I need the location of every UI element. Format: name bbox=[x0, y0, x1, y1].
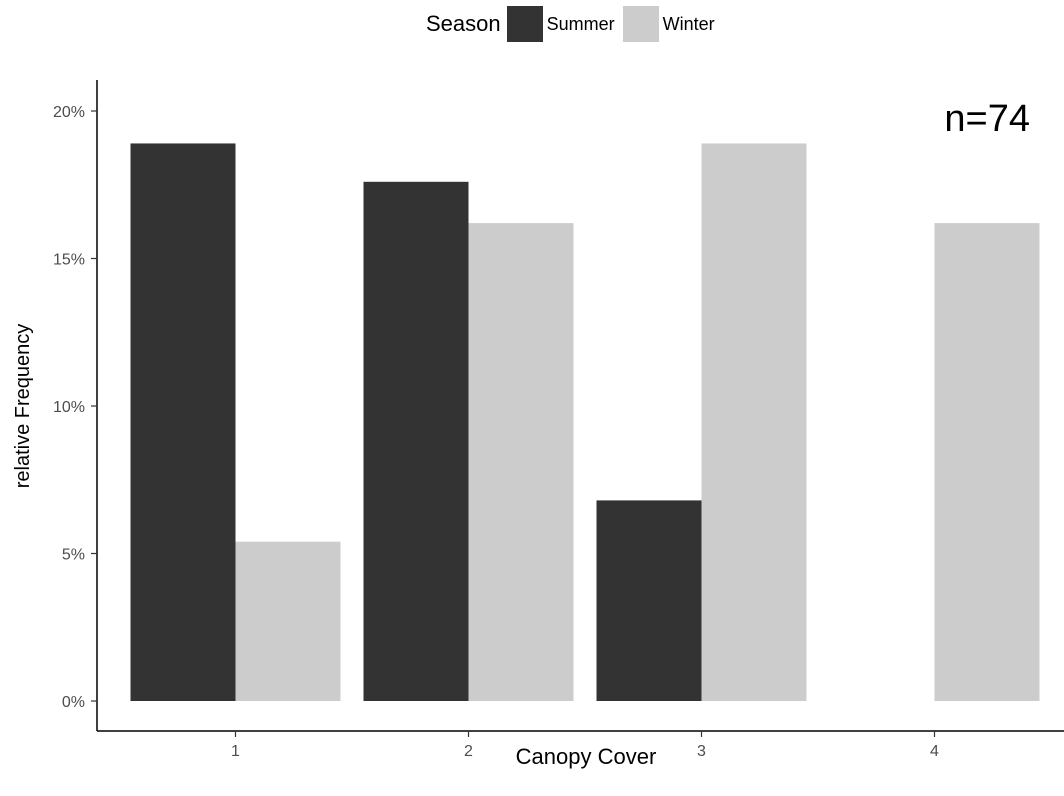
y-tick-label: 20% bbox=[53, 104, 85, 121]
legend-key-summer bbox=[506, 6, 543, 42]
x-tick-label: 2 bbox=[464, 743, 473, 760]
bar-winter-4 bbox=[934, 223, 1040, 701]
legend-item-winter: Winter bbox=[622, 6, 715, 42]
legend-key-winter bbox=[622, 6, 659, 42]
legend-title: Season bbox=[426, 11, 501, 36]
bar-summer-2 bbox=[363, 181, 469, 702]
bar-winter-2 bbox=[468, 223, 574, 701]
x-tick-label: 1 bbox=[231, 743, 240, 760]
legend-label-summer: Summer bbox=[546, 13, 615, 34]
y-axis-title: relative Frequency bbox=[12, 324, 34, 489]
bar-winter-1 bbox=[235, 541, 341, 701]
legend-item-summer: Summer bbox=[506, 6, 615, 42]
bar-summer-1 bbox=[130, 143, 236, 701]
y-tick-label: 10% bbox=[53, 399, 85, 416]
legend: Season Summer Winter bbox=[426, 6, 723, 42]
y-tick-label: 5% bbox=[62, 547, 85, 564]
sample-size-annotation: n=74 bbox=[944, 98, 1030, 140]
bar-winter-3 bbox=[701, 143, 807, 701]
bar-summer-3 bbox=[596, 500, 702, 701]
x-axis-title: Canopy Cover bbox=[516, 744, 657, 769]
axis-labels: Canopy Cover relative Frequency n=74 bbox=[12, 98, 1030, 769]
y-tick-label: 15% bbox=[53, 252, 85, 269]
y-tick-label: 0% bbox=[62, 694, 85, 711]
x-tick-label: 3 bbox=[697, 743, 706, 760]
x-tick-label: 4 bbox=[930, 743, 939, 760]
axes: 0% 5% 10% 15% 20% 1 2 3 4 bbox=[53, 80, 1064, 760]
legend-label-winter: Winter bbox=[662, 13, 715, 34]
bars bbox=[130, 143, 1040, 702]
